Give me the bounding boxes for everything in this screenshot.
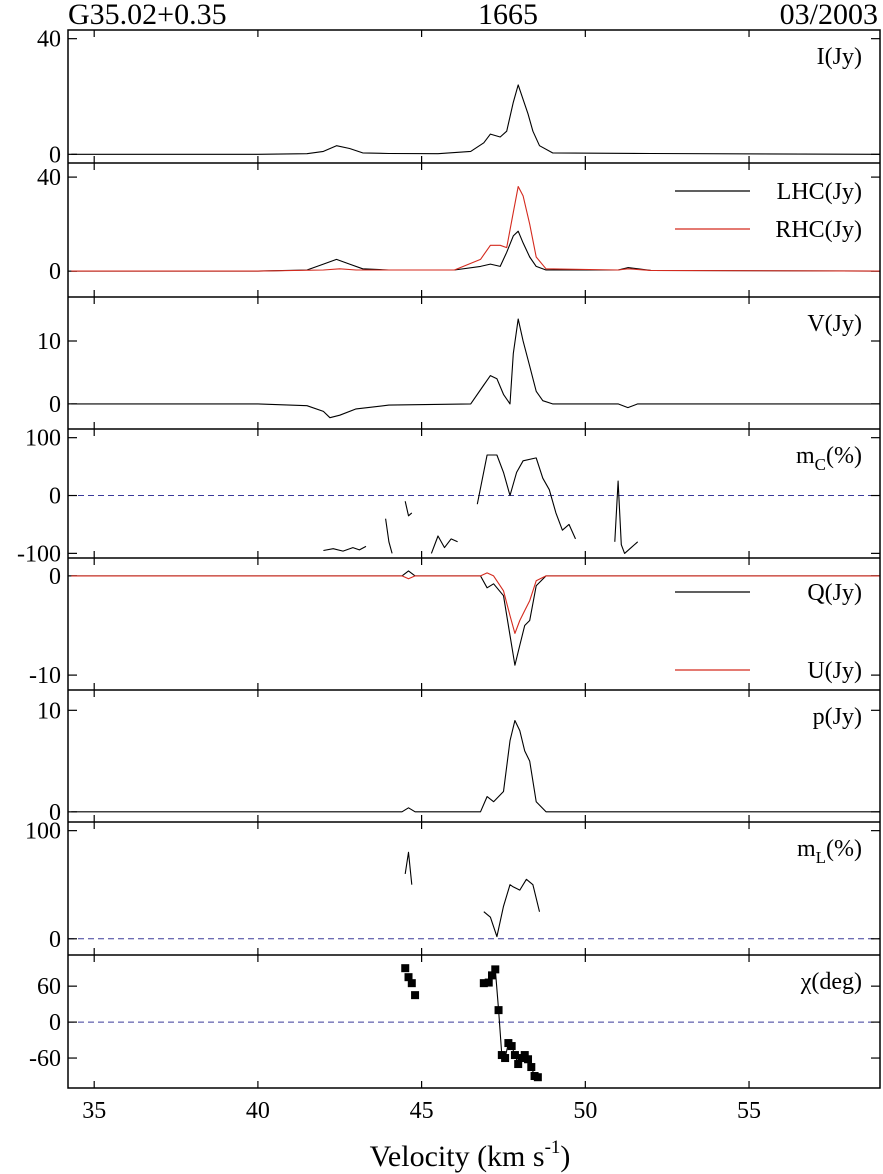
panel-V: 0 10 V(Jy) — [37, 296, 880, 429]
panel-label-I: I(Jy) — [817, 44, 862, 70]
x-axis: 35 40 45 50 55 — [82, 1098, 761, 1124]
marker-chi_pts_b-14 — [527, 1063, 536, 1072]
panel-label-chi: χ(deg) — [800, 969, 862, 995]
header-frequency: 1665 — [478, 0, 538, 31]
panel-QU: -10 0 Q(Jy) U(Jy) — [29, 557, 880, 690]
xtick-label-3: 50 — [573, 1098, 597, 1124]
x-axis-title-main: Velocity (km s — [370, 1140, 545, 1173]
legend-label-LR-0: LHC(Jy) — [777, 179, 862, 205]
series-mC4 — [430, 535, 458, 554]
legend-label-QU-0: Q(Jy) — [807, 580, 862, 606]
x-axis-title-end: ) — [560, 1140, 570, 1173]
ytick-label-LR-0: 0 — [49, 259, 61, 285]
ytick-label-mC-0: -100 — [17, 541, 61, 567]
marker-chi_pts_b-4 — [494, 1006, 503, 1015]
panel-LR: 0 40 LHC(Jy) RHC(Jy) — [37, 162, 880, 297]
marker-chi_pts_b-6 — [501, 1054, 510, 1063]
ytick-label-mC-1: 0 — [49, 484, 61, 510]
marker-chi_pts_b-2 — [488, 971, 497, 980]
ytick-label-mL-0: 0 — [49, 927, 61, 953]
series-mC6 — [614, 480, 639, 554]
xtick-label-0: 35 — [82, 1098, 106, 1124]
panel-p: 0 10 p(Jy) — [37, 689, 880, 826]
series-mC5 — [476, 454, 577, 540]
series-Q — [71, 570, 880, 666]
ytick-label-V-0: 0 — [49, 392, 61, 418]
series-mL2 — [483, 878, 541, 938]
xtick-label-2: 45 — [410, 1098, 434, 1124]
ytick-label-LR-1: 40 — [37, 165, 61, 191]
x-axis-title: Velocity (km s-1) — [370, 1137, 571, 1173]
series-LHC — [71, 230, 880, 272]
series-mC3 — [404, 501, 413, 517]
series-mL1 — [404, 851, 413, 885]
marker-chi_pts_b-9 — [510, 1051, 519, 1060]
marker-chi_pts_b-13 — [524, 1055, 533, 1064]
ytick-label-mC-2: 100 — [25, 426, 61, 452]
plot-frame — [67, 29, 881, 1089]
marker-chi_pts_b-10 — [514, 1060, 523, 1069]
series-mC1 — [323, 545, 367, 552]
x-axis-title-sup: -1 — [545, 1137, 561, 1158]
series-V — [71, 318, 880, 419]
header-date: 03/2003 — [780, 0, 878, 31]
ytick-label-V-1: 10 — [37, 329, 61, 355]
series-RHC — [71, 185, 880, 272]
marker-chi_pts_b-3 — [491, 965, 500, 974]
panel-I: 0 40 I(Jy) — [37, 27, 880, 168]
series-I — [71, 84, 880, 155]
marker-chi_pts_a-0 — [401, 964, 410, 973]
ytick-label-p-0: 0 — [49, 800, 61, 826]
panel-mC: -100 0 100 mC(%) — [17, 426, 880, 567]
panel-label-V: V(Jy) — [807, 311, 862, 337]
ytick-label-p-1: 10 — [37, 698, 61, 724]
xtick-label-4: 55 — [737, 1098, 761, 1124]
marker-chi_pts_a-1 — [404, 973, 413, 982]
legend-label-LR-1: RHC(Jy) — [775, 217, 862, 243]
ytick-label-I-0: 0 — [49, 142, 61, 168]
panels-group: 040I(Jy)040LHC(Jy)RHC(Jy)010V(Jy)-100010… — [17, 27, 881, 1089]
marker-chi_pts_b-16 — [533, 1073, 542, 1082]
ytick-label-QU-0: -10 — [29, 663, 61, 689]
marker-chi_pts_b-0 — [479, 979, 488, 988]
panel-label-mL: mL(%) — [797, 836, 862, 867]
marker-chi_pts_a-2 — [407, 979, 416, 988]
xtick-label-1: 40 — [246, 1098, 270, 1124]
marker-chi_pts_b-1 — [484, 978, 493, 987]
series-mC2 — [385, 518, 393, 554]
marker-chi_pts_a-3 — [411, 991, 420, 1000]
marker-chi_pts_b-8 — [507, 1042, 516, 1051]
ytick-label-I-1: 40 — [37, 27, 61, 53]
ytick-label-chi-0: -60 — [29, 1046, 61, 1072]
ytick-label-QU-1: 0 — [49, 564, 61, 590]
ytick-label-chi-2: 60 — [37, 974, 61, 1000]
panel-label-p: p(Jy) — [813, 704, 862, 730]
panel-mL: 0 100 mL(%) — [25, 819, 880, 955]
series-U — [71, 572, 880, 634]
panel-label-mC: mC(%) — [796, 443, 862, 474]
marker-chi_pts_b-12 — [520, 1051, 529, 1060]
header-source: G35.02+0.35 — [68, 0, 227, 31]
panel-chi: -60 0 60 χ(deg) — [29, 954, 880, 1088]
ytick-label-chi-1: 0 — [49, 1010, 61, 1036]
series-p — [71, 719, 880, 813]
legend-label-QU-1: U(Jy) — [807, 658, 862, 684]
ytick-label-mL-1: 100 — [25, 819, 61, 845]
